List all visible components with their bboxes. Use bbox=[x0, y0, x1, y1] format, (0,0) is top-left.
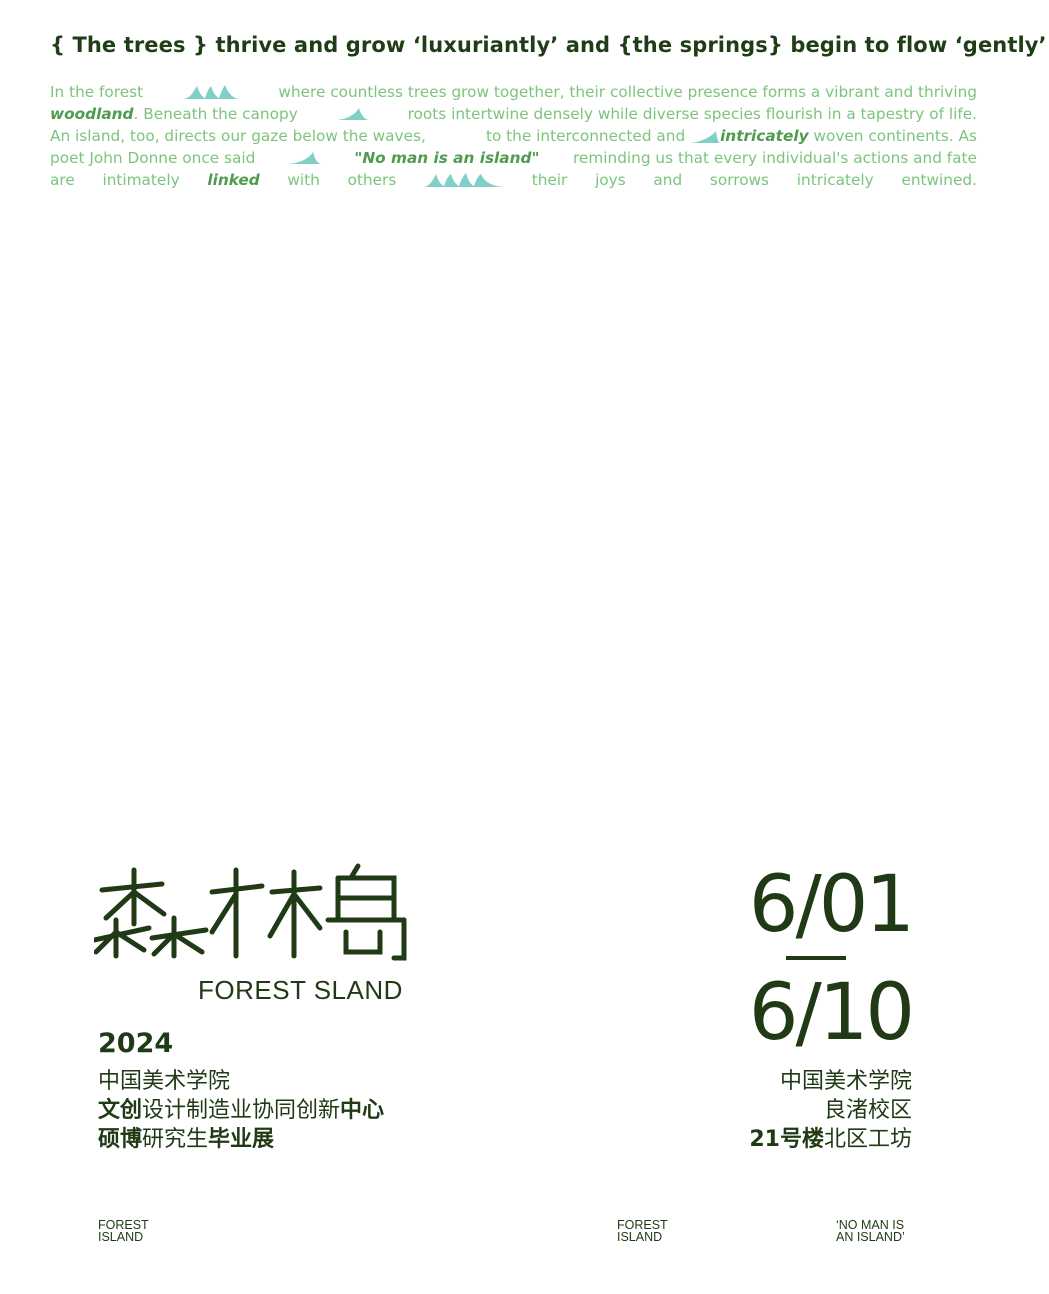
text: entwined. bbox=[901, 171, 977, 189]
body-line-3: An island, too, directs our gaze below t… bbox=[50, 125, 977, 147]
body-line-5: are intimately linked with others their … bbox=[50, 169, 977, 191]
text: intricately bbox=[796, 171, 874, 189]
text: sorrows bbox=[709, 171, 770, 189]
text: their bbox=[531, 171, 568, 189]
left-info: 中国美术学院 文创设计制造业协同创新中心 硕博研究生毕业展 bbox=[98, 1067, 384, 1154]
emphasis-text: woodland bbox=[50, 105, 134, 123]
end-date: 6/10 bbox=[748, 968, 915, 1058]
quote-text: "No man is an island" bbox=[354, 149, 540, 167]
bold-text: 中心 bbox=[340, 1098, 385, 1123]
text: An island, too, directs our gaze below t… bbox=[50, 127, 426, 145]
footer-right: ‘NO MAN IS AN ISLAND’ bbox=[836, 1218, 905, 1244]
bold-text: 文创 bbox=[98, 1098, 143, 1123]
text: 研究生 bbox=[142, 1127, 209, 1152]
body-paragraph: In the forest where countless trees grow… bbox=[50, 81, 977, 191]
date-dash bbox=[786, 956, 846, 960]
text: roots intertwine densely while diverse s… bbox=[407, 105, 977, 123]
bold-text: 硕博 bbox=[98, 1127, 143, 1152]
body-line-1: In the forest where countless trees grow… bbox=[50, 81, 977, 103]
text: joys bbox=[595, 171, 626, 189]
emphasis-text: linked bbox=[207, 171, 260, 189]
wave-icon bbox=[182, 85, 239, 99]
left-line-1: 中国美术学院 bbox=[98, 1069, 231, 1094]
body-line-4: poet John Donne once said "No man is an … bbox=[50, 147, 977, 169]
right-line-3: 21号楼北区工坊 bbox=[749, 1125, 912, 1154]
footer-middle: FOREST ISLAND bbox=[617, 1218, 668, 1244]
wave-icon bbox=[288, 152, 321, 164]
title-english: FOREST SLAND bbox=[198, 975, 403, 1005]
forest-island-logo bbox=[94, 863, 407, 961]
text: 设计制造业协同创新 bbox=[142, 1098, 341, 1123]
text: with bbox=[287, 171, 320, 189]
text: others bbox=[347, 171, 397, 189]
text: to the interconnected and bbox=[485, 127, 686, 145]
date-range: 6/01 6/10 bbox=[748, 860, 915, 1058]
right-line-1: 中国美术学院 bbox=[779, 1069, 912, 1094]
left-line-2: 文创设计制造业协同创新中心 bbox=[98, 1096, 384, 1125]
text: intimately bbox=[102, 171, 180, 189]
footer-left: FOREST ISLAND bbox=[98, 1218, 149, 1244]
bold-text: 21号楼 bbox=[749, 1127, 824, 1152]
body-line-2: woodland. Beneath the canopy roots inter… bbox=[50, 103, 977, 125]
text: reminding us that every individual's act… bbox=[572, 149, 977, 167]
text: 北区工坊 bbox=[823, 1127, 912, 1152]
left-line-3: 硕博研究生毕业展 bbox=[98, 1125, 384, 1154]
right-info: 中国美术学院 良渚校区 21号楼北区工坊 bbox=[749, 1067, 912, 1154]
text: are bbox=[50, 171, 75, 189]
text: poet John Donne once said bbox=[50, 149, 256, 167]
wave-icon bbox=[690, 130, 721, 143]
text: . Beneath the canopy bbox=[133, 105, 298, 123]
text: where countless trees grow together, the… bbox=[278, 83, 977, 101]
text: woven continents. As bbox=[808, 127, 977, 145]
emphasis-text: intricately bbox=[720, 127, 809, 145]
text: and bbox=[653, 171, 683, 189]
headline: { The trees } thrive and grow ‘luxuriant… bbox=[50, 33, 1047, 57]
bold-text: 毕业展 bbox=[208, 1127, 275, 1152]
wave-icon bbox=[336, 108, 369, 120]
text: In the forest bbox=[50, 83, 144, 101]
right-line-2: 良渚校区 bbox=[823, 1098, 912, 1123]
year: 2024 bbox=[98, 1028, 174, 1059]
wave-icon bbox=[424, 173, 504, 187]
start-date: 6/01 bbox=[748, 860, 915, 950]
